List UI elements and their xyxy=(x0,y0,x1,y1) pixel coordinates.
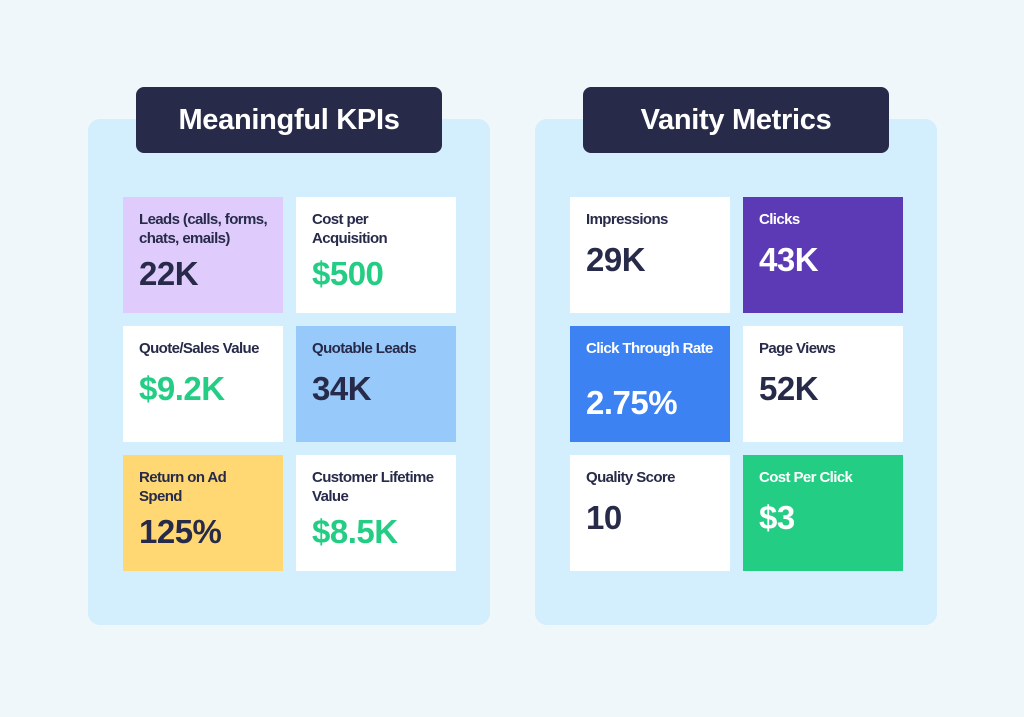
meaningful-kpis-title: Meaningful KPIs xyxy=(136,87,442,153)
metric-card-value: $3 xyxy=(759,499,795,536)
kpi-card-cost-per-acquisition: Cost per Acquisition $500 xyxy=(296,197,456,313)
metric-card-click-through-rate: Click Through Rate 2.75% xyxy=(570,326,730,442)
metric-card-cost-per-click: Cost Per Click $3 xyxy=(743,455,903,571)
kpi-card-customer-lifetime-value: Customer Lifetime Value $8.5K xyxy=(296,455,456,571)
metric-card-quality-score: Quality Score 10 xyxy=(570,455,730,571)
vanity-metrics-title: Vanity Metrics xyxy=(583,87,889,153)
vanity-metrics-grid: Impressions 29K Clicks 43K Click Through… xyxy=(570,197,903,571)
metric-card-label: Clicks xyxy=(759,211,800,228)
kpi-card-value: 34K xyxy=(312,370,372,407)
kpi-card-label: Return on Ad Spend xyxy=(139,469,227,505)
kpi-card-value: 22K xyxy=(139,255,199,292)
kpi-card-return-on-ad-spend: Return on Ad Spend 125% xyxy=(123,455,283,571)
kpi-card-value: $9.2K xyxy=(139,370,225,407)
kpi-card-label: Cost per Acquisition xyxy=(312,211,388,247)
kpi-card-quotable-leads: Quotable Leads 34K xyxy=(296,326,456,442)
kpi-card-label: Leads (calls, forms, chats, emails) xyxy=(139,211,268,247)
kpi-card-label: Quote/Sales Value xyxy=(139,340,259,357)
metric-card-clicks: Clicks 43K xyxy=(743,197,903,313)
kpi-card-quote-sales-value: Quote/Sales Value $9.2K xyxy=(123,326,283,442)
kpi-card-leads: Leads (calls, forms, chats, emails) 22K xyxy=(123,197,283,313)
metric-card-value: 2.75% xyxy=(586,384,678,421)
metric-card-value: 10 xyxy=(586,499,622,536)
kpi-card-value: $500 xyxy=(312,255,384,292)
metric-card-label: Quality Score xyxy=(586,469,676,486)
metric-card-label: Click Through Rate xyxy=(586,340,713,357)
kpi-card-value: $8.5K xyxy=(312,513,398,550)
metric-card-page-views: Page Views 52K xyxy=(743,326,903,442)
metric-card-label: Cost Per Click xyxy=(759,469,853,486)
metric-card-value: 29K xyxy=(586,241,646,278)
metric-card-value: 52K xyxy=(759,370,819,407)
kpi-card-value: 125% xyxy=(139,513,222,550)
metric-card-value: 43K xyxy=(759,241,819,278)
kpi-card-label: Quotable Leads xyxy=(312,340,417,357)
metric-card-label: Page Views xyxy=(759,340,836,357)
meaningful-kpis-grid: Leads (calls, forms, chats, emails) 22K … xyxy=(123,197,456,571)
metric-card-label: Impressions xyxy=(586,211,668,228)
kpi-card-label: Customer Lifetime Value xyxy=(312,469,434,505)
metric-card-impressions: Impressions 29K xyxy=(570,197,730,313)
